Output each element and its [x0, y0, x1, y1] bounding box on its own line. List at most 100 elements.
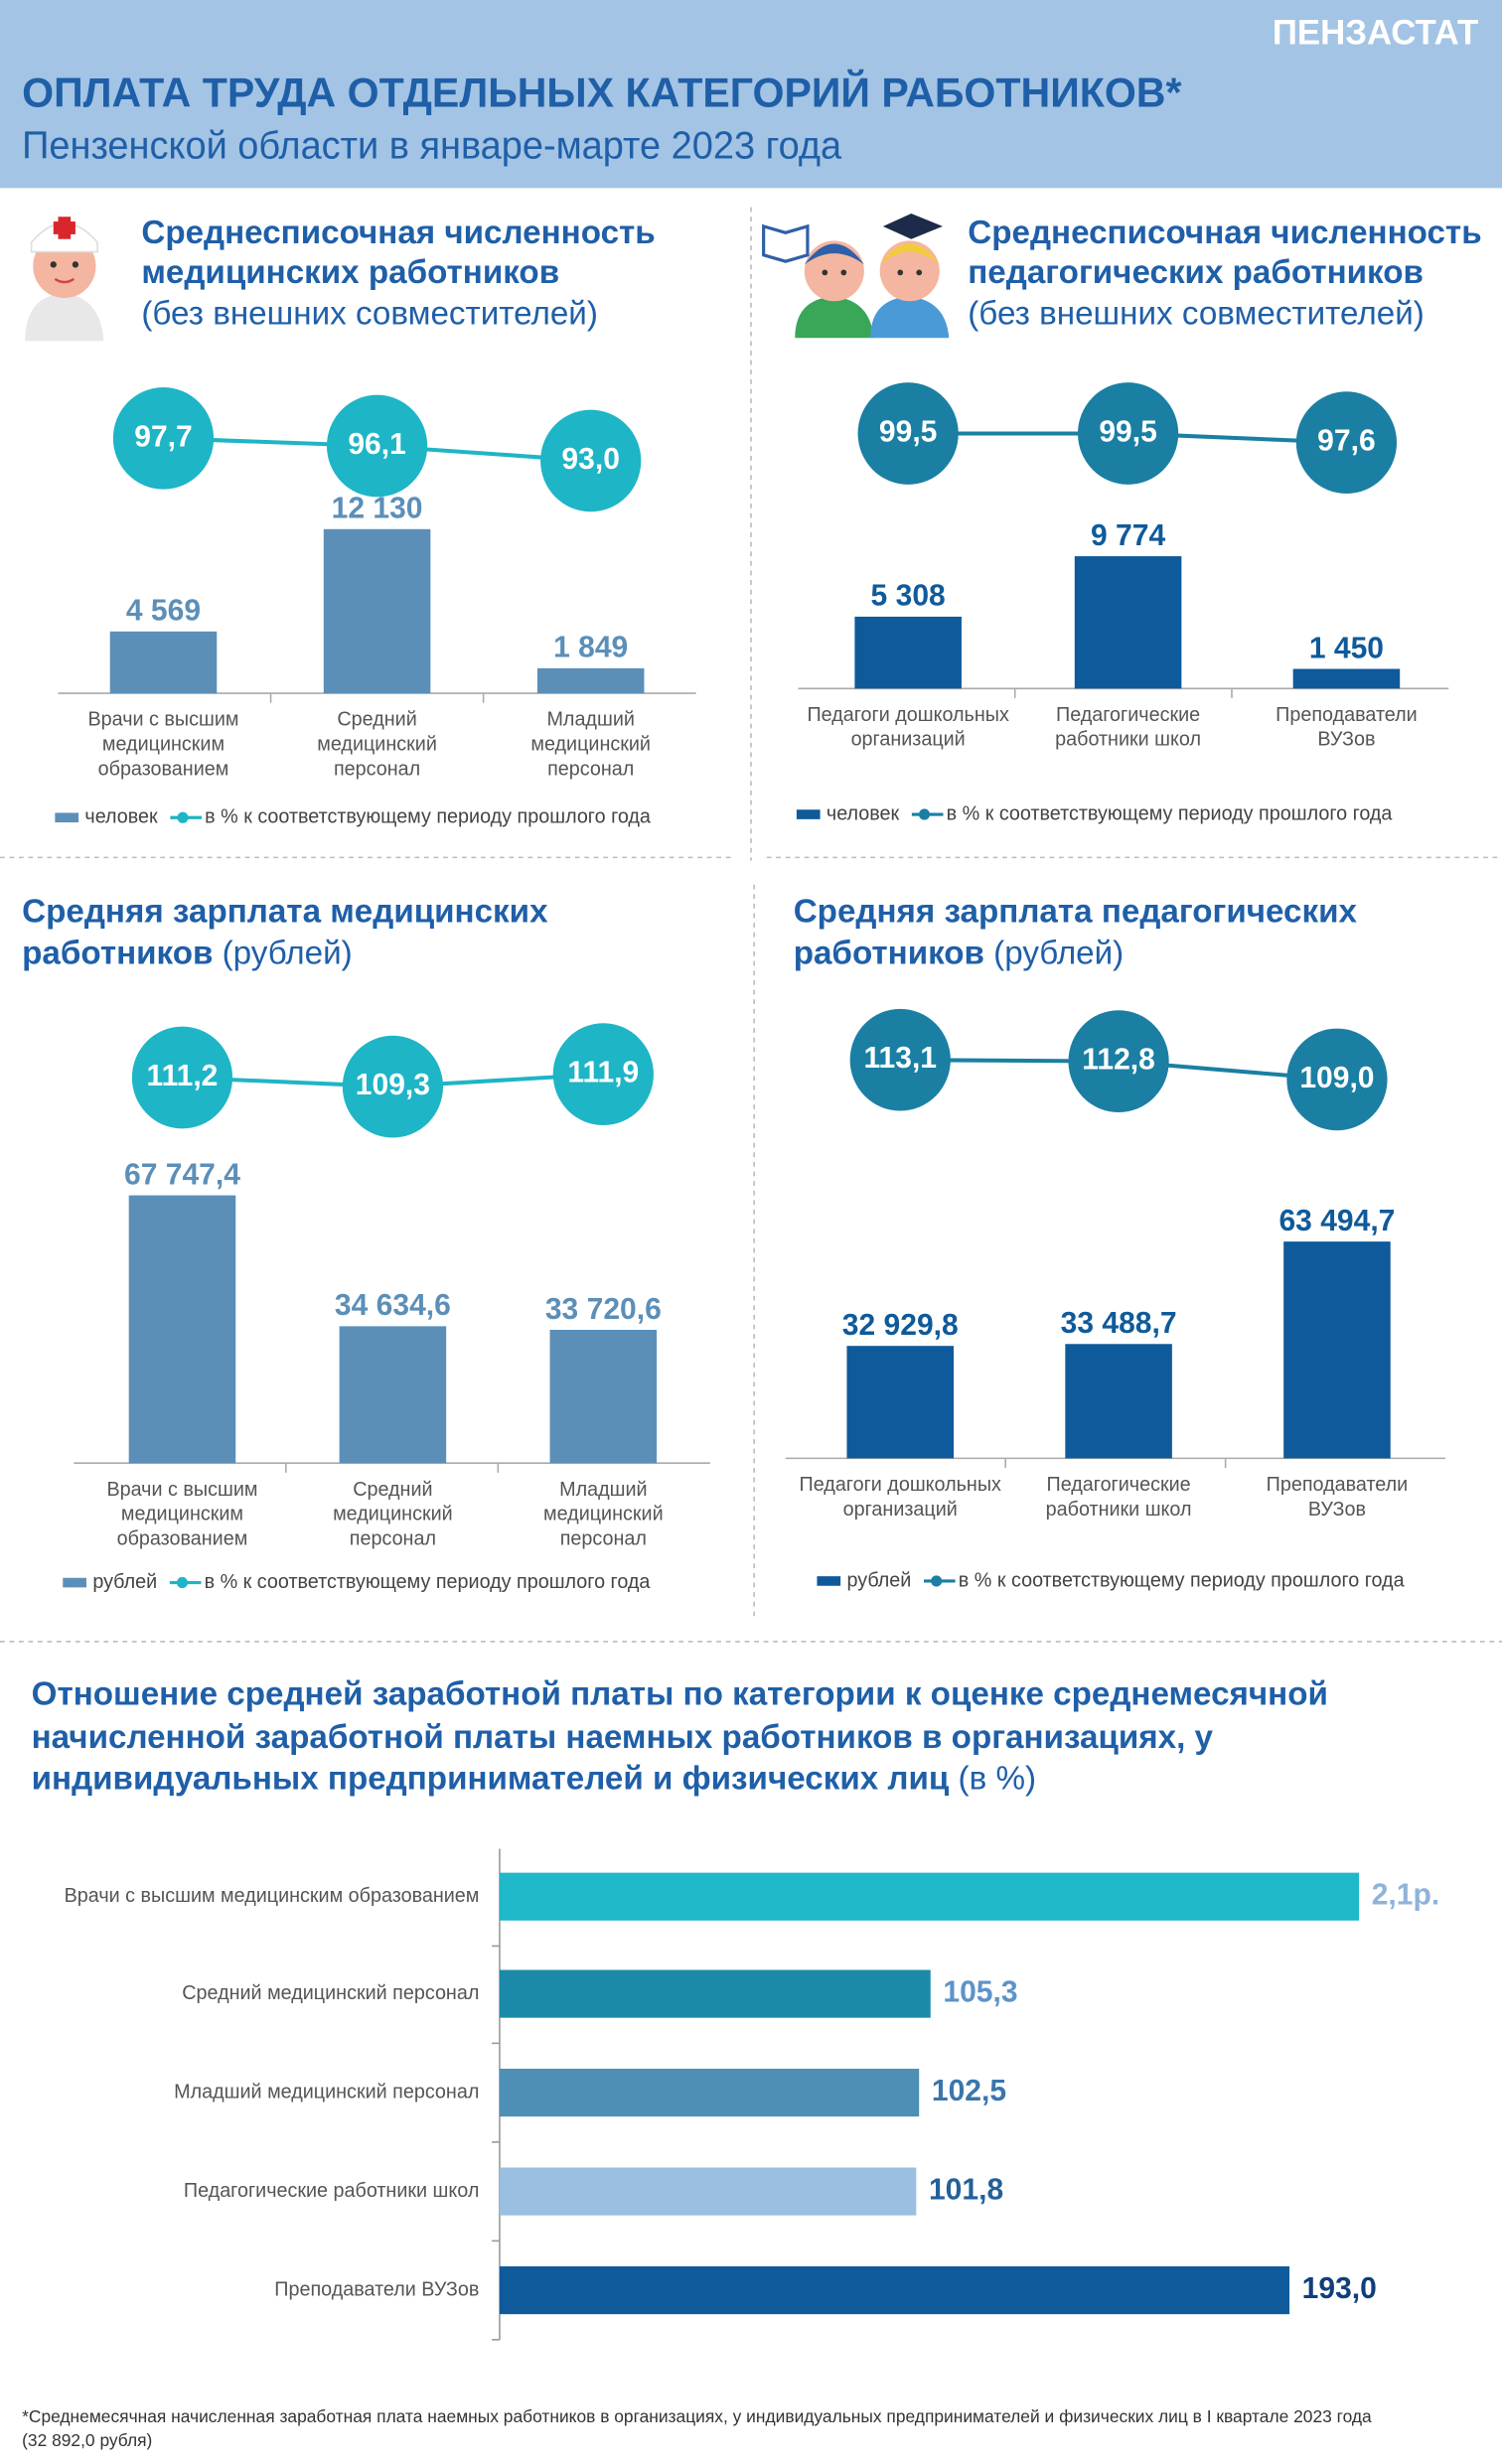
x-tick-label: ВУЗов — [1317, 729, 1375, 751]
bar — [1292, 668, 1401, 689]
section-title: работников (рублей) — [22, 935, 353, 971]
main-subtitle: Пензенской области в январе-марте 2023 г… — [22, 124, 842, 167]
bar-value-label: 33 488,7 — [1061, 1307, 1177, 1340]
bar-value-label: 1 450 — [1309, 632, 1384, 664]
x-tick-label: ВУЗов — [1308, 1499, 1366, 1521]
bar-value-label: 193,0 — [1302, 2272, 1377, 2305]
legend-label: рублей — [92, 1571, 157, 1593]
section-title-line: Средняя зарплата медицинских — [22, 893, 548, 930]
legend-swatch — [177, 811, 189, 823]
section-title: Среднесписочная численность — [968, 215, 1481, 251]
main-title: ОПЛАТА ТРУДА ОТДЕЛЬНЫХ КАТЕГОРИЙ РАБОТНИ… — [22, 70, 1182, 115]
section-subtitle: (в %) — [959, 1760, 1036, 1797]
x-tick-label: медицинским — [121, 1504, 243, 1525]
section-title-line: работников — [22, 935, 213, 971]
percent-label: 111,9 — [567, 1056, 639, 1088]
bar-value-label: 12 130 — [332, 492, 423, 524]
bar — [1065, 1344, 1172, 1459]
x-tick-label: Педагогические — [1047, 1474, 1191, 1496]
percent-marker — [857, 382, 959, 485]
section-subtitle: (рублей) — [993, 935, 1124, 971]
percent-label: 99,5 — [879, 415, 937, 448]
legend-swatch — [918, 808, 931, 820]
x-tick-label: медицинским — [102, 733, 225, 755]
percent-label: 111,2 — [147, 1060, 219, 1092]
bar — [109, 631, 218, 694]
x-tick-label: медицинский — [333, 1504, 453, 1525]
percent-marker — [112, 386, 215, 490]
bar-value-label: 9 774 — [1091, 519, 1165, 552]
percent-label: 113,1 — [863, 1042, 937, 1075]
section-subtitle: (без внешних совместителей) — [968, 295, 1425, 332]
section-title-line: Среднесписочная численность — [968, 215, 1481, 251]
x-tick-label: медицинский — [317, 733, 437, 755]
percent-label: 97,6 — [1317, 425, 1375, 458]
bar — [499, 1872, 1360, 1921]
bar — [854, 616, 962, 689]
percent-marker — [131, 1026, 233, 1129]
section-title: педагогических работников — [968, 254, 1424, 291]
section-subtitle: (рублей) — [223, 935, 353, 971]
footnote: *Среднемесячная начисленная заработная п… — [22, 2406, 1372, 2426]
bar — [499, 2167, 917, 2216]
section-title: индивидуальных предпринимателей и физиче… — [32, 1760, 1036, 1797]
section-subtitle: (без внешних совместителей) — [141, 295, 598, 332]
teachers-icon — [762, 214, 950, 339]
y-tick-label: Средний медицинский персонал — [182, 1982, 479, 2004]
bar-value-label: 2,1р. — [1372, 1879, 1439, 1912]
x-tick-label: работники школ — [1055, 729, 1201, 751]
y-tick-label: Преподаватели ВУЗов — [274, 2278, 479, 2300]
section-title-line: Отношение средней заработной платы по ка… — [32, 1675, 1328, 1712]
x-tick-label: персонал — [547, 758, 634, 780]
bar-value-label: 102,5 — [932, 2075, 1006, 2107]
percent-marker — [1295, 391, 1398, 495]
footnote: (32 892,0 рубля) — [22, 2430, 152, 2450]
x-tick-label: медицинский — [543, 1504, 664, 1525]
section-title-line: индивидуальных предпринимателей и физиче… — [32, 1760, 950, 1797]
legend-label: в % к соответствующему периоду прошлого … — [205, 1571, 652, 1593]
section-title-line: работников — [794, 935, 984, 971]
x-tick-label: Средний — [337, 709, 416, 731]
x-tick-label: образованием — [98, 758, 229, 780]
bar-value-label: 67 747,4 — [124, 1158, 240, 1191]
section-title: Среднесписочная численность — [141, 215, 655, 251]
legend-swatch — [931, 1575, 943, 1587]
x-tick-label: Педагогические — [1056, 704, 1200, 726]
legend-label: человек — [84, 805, 158, 827]
section-title-line: начисленной заработной платы наемных раб… — [32, 1719, 1214, 1756]
percent-label: 96,1 — [348, 428, 405, 461]
percent-marker — [849, 1008, 951, 1111]
legend-label: в % к соответствующему периоду прошлого … — [959, 1569, 1406, 1591]
x-tick-label: Педагоги дошкольных — [800, 1474, 1001, 1496]
legend-swatch — [63, 1577, 86, 1588]
x-tick-label: Младший — [546, 709, 634, 731]
x-tick-label: Преподаватели — [1276, 704, 1418, 726]
percent-marker — [552, 1023, 654, 1125]
x-tick-label: Младший — [559, 1479, 647, 1501]
bar — [323, 528, 431, 694]
bar — [499, 2069, 920, 2117]
x-tick-label: образованием — [117, 1527, 248, 1549]
legend-label: в % к соответствующему периоду прошлого … — [947, 802, 1394, 824]
doctor-icon — [25, 217, 104, 342]
header-band — [0, 0, 1502, 189]
section-title: работников (рублей) — [794, 935, 1125, 971]
bar — [1074, 556, 1182, 689]
percent-label: 93,0 — [561, 443, 619, 476]
bar-value-label: 5 308 — [871, 580, 946, 613]
percent-marker — [326, 394, 428, 498]
bar-value-label: 101,8 — [929, 2173, 1003, 2206]
bar-value-label: 34 634,6 — [335, 1289, 451, 1322]
x-tick-label: работники школ — [1046, 1499, 1192, 1521]
legend-label: в % к соответствующему периоду прошлого … — [205, 805, 652, 827]
percent-label: 97,7 — [134, 420, 192, 453]
section-title-line: Среднесписочная численность — [141, 215, 655, 251]
x-tick-label: медицинский — [530, 733, 651, 755]
x-tick-label: организаций — [843, 1499, 958, 1521]
bar-value-label: 32 929,8 — [842, 1309, 959, 1342]
legend-label: рублей — [846, 1569, 911, 1591]
percent-marker — [1286, 1028, 1388, 1131]
section-title-line: педагогических работников — [968, 254, 1424, 291]
